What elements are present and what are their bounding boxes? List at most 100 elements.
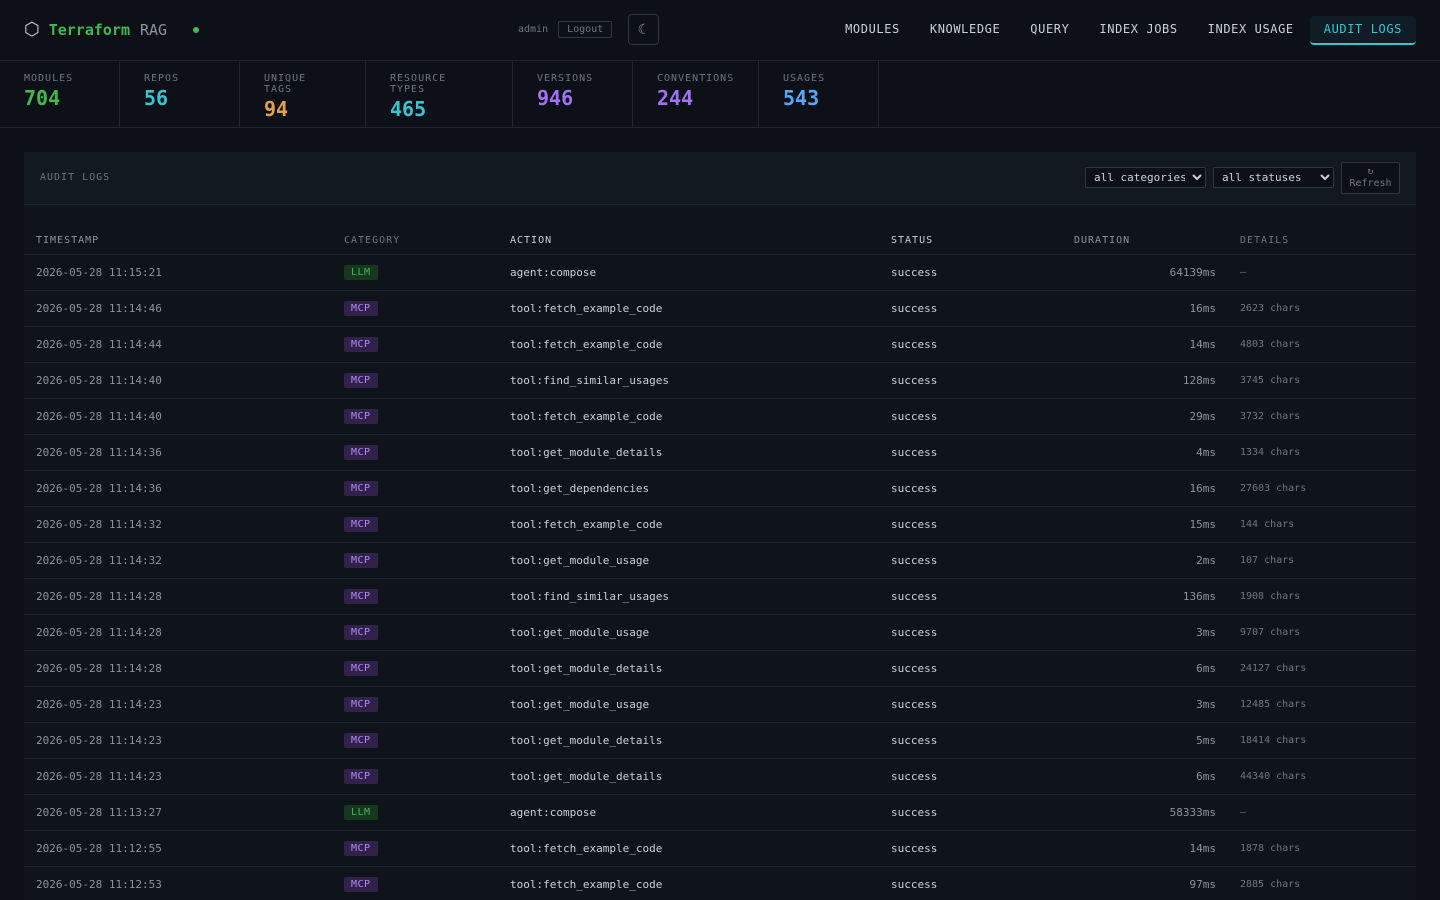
cell-timestamp: 2026-05-28 11:14:23 [24,758,334,795]
category-badge: MCP [344,372,378,388]
nav-index-jobs[interactable]: INDEX JOBS [1099,22,1178,36]
cell-action: tool:fetch_example_code [500,866,879,900]
cell-duration: 6ms [1062,758,1228,795]
cell-category: MCP [334,830,500,867]
stat-repos: REPOS 56 [120,61,240,127]
table-row[interactable]: 2026-05-28 11:13:27 LLM agent:compose succe… [24,794,1416,831]
brand-suffix: RAG [140,21,168,39]
cell-timestamp: 2026-05-28 11:14:40 [24,398,334,435]
table-row[interactable]: 2026-05-28 11:14:23 MCP tool:get_module_de… [24,722,1416,759]
column-header-action[interactable]: ACTION [500,227,879,255]
cell-duration: 2ms [1062,542,1228,579]
cell-status: success [879,326,1062,363]
nav-index-usage[interactable]: INDEX USAGE [1207,22,1294,36]
cell-duration: 128ms [1062,362,1228,399]
cell-status: success [879,722,1062,759]
table-row[interactable]: 2026-05-28 11:12:55 MCP tool:fetch_example… [24,830,1416,867]
column-header-status[interactable]: STATUS [879,227,1062,255]
table-row[interactable]: 2026-05-28 11:14:36 MCP tool:get_dependenc… [24,470,1416,507]
cell-action: tool:get_module_details [500,758,879,795]
cell-action: tool:get_module_usage [500,686,879,723]
cell-category: MCP [334,434,500,471]
stat-value: 704 [24,86,61,110]
cell-status: success [879,794,1062,831]
cell-timestamp: 2026-05-28 11:14:28 [24,614,334,651]
cell-duration: 5ms [1062,722,1228,759]
status-filter-select[interactable]: all statuses [1213,167,1334,188]
user-area: admin Logout ☾ [518,14,660,45]
cell-action: tool:get_module_details [500,650,879,687]
nav-modules[interactable]: MODULES [845,22,900,36]
stat-label: VERSIONS [537,73,594,84]
cell-details: 1878 chars [1228,830,1416,867]
cell-timestamp: 2026-05-28 11:14:36 [24,434,334,471]
cell-timestamp: 2026-05-28 11:12:53 [24,866,334,900]
cell-duration: 29ms [1062,398,1228,435]
stat-conventions: CONVENTIONS 244 [633,61,759,127]
category-badge: MCP [344,624,378,640]
cell-action: tool:fetch_example_code [500,290,879,327]
logout-button[interactable]: Logout [558,21,613,38]
cell-category: MCP [334,398,500,435]
stat-value: 946 [537,86,574,110]
category-badge: MCP [344,444,378,460]
table-row[interactable]: 2026-05-28 11:14:44 MCP tool:fetch_example… [24,326,1416,363]
refresh-label: Refresh [1349,178,1392,189]
stat-resource-types: RESOURCE TYPES 465 [366,61,513,127]
cell-category: MCP [334,578,500,615]
stat-versions: VERSIONS 946 [513,61,633,127]
nav-query[interactable]: QUERY [1030,22,1070,36]
table-row[interactable]: 2026-05-28 11:15:21 LLM agent:compose succe… [24,254,1416,291]
cell-timestamp: 2026-05-28 11:14:46 [24,290,334,327]
cell-details: 107 chars [1228,542,1416,579]
moon-icon: ☾ [637,21,651,37]
cell-category: MCP [334,326,500,363]
category-filter-select[interactable]: all categories [1085,167,1206,188]
table-row[interactable]: 2026-05-28 11:14:23 MCP tool:get_module_us… [24,686,1416,723]
cell-timestamp: 2026-05-28 11:14:28 [24,578,334,615]
cell-details: 9707 chars [1228,614,1416,651]
category-badge: LLM [344,264,378,280]
table-row[interactable]: 2026-05-28 11:14:32 MCP tool:fetch_example… [24,506,1416,543]
column-header-details[interactable]: DETAILS [1228,227,1416,255]
table-row[interactable]: 2026-05-28 11:14:28 MCP tool:get_module_us… [24,614,1416,651]
cell-details: 4803 chars [1228,326,1416,363]
theme-toggle-button[interactable]: ☾ [628,14,660,45]
stat-value: 465 [390,97,427,121]
cell-action: tool:get_module_usage [500,614,879,651]
cell-details: 3745 chars [1228,362,1416,399]
stat-unique-tags: UNIQUE TAGS 94 [240,61,366,127]
cell-status: success [879,362,1062,399]
hexagon-icon: ⬡ [24,19,40,40]
table-row[interactable]: 2026-05-28 11:14:40 MCP tool:find_similar_… [24,362,1416,399]
category-badge: MCP [344,408,378,424]
table-row[interactable]: 2026-05-28 11:12:53 MCP tool:fetch_example… [24,866,1416,900]
cell-duration: 15ms [1062,506,1228,543]
table-row[interactable]: 2026-05-28 11:14:32 MCP tool:get_module_us… [24,542,1416,579]
cell-timestamp: 2026-05-28 11:14:32 [24,506,334,543]
table-row[interactable]: 2026-05-28 11:14:28 MCP tool:find_similar_… [24,578,1416,615]
table-row[interactable]: 2026-05-28 11:14:23 MCP tool:get_module_de… [24,758,1416,795]
table-row[interactable]: 2026-05-28 11:14:28 MCP tool:get_module_de… [24,650,1416,687]
cell-details: 144 chars [1228,506,1416,543]
column-header-category[interactable]: CATEGORY [334,227,500,255]
panel-title: AUDIT LOGS [40,172,111,183]
cell-details: – [1228,254,1416,291]
cell-status: success [879,470,1062,507]
audit-log-table: TIMESTAMP CATEGORY ACTION STATUS DURATIO… [24,227,1416,900]
stat-value: 56 [144,86,169,110]
cell-timestamp: 2026-05-28 11:14:44 [24,326,334,363]
column-header-timestamp[interactable]: TIMESTAMP [24,227,334,255]
refresh-icon: ↻ [1367,166,1374,177]
cell-action: tool:fetch_example_code [500,506,879,543]
nav-knowledge[interactable]: KNOWLEDGE [929,22,1001,36]
cell-timestamp: 2026-05-28 11:12:55 [24,830,334,867]
cell-duration: 6ms [1062,650,1228,687]
table-row[interactable]: 2026-05-28 11:14:46 MCP tool:fetch_example… [24,290,1416,327]
table-row[interactable]: 2026-05-28 11:14:40 MCP tool:fetch_example… [24,398,1416,435]
table-row[interactable]: 2026-05-28 11:14:36 MCP tool:get_module_de… [24,434,1416,471]
refresh-button[interactable]: ↻ Refresh [1341,162,1400,194]
column-header-duration[interactable]: DURATION [1062,227,1228,255]
cell-action: tool:find_similar_usages [500,362,879,399]
nav-audit-logs[interactable]: AUDIT LOGS [1309,16,1416,45]
